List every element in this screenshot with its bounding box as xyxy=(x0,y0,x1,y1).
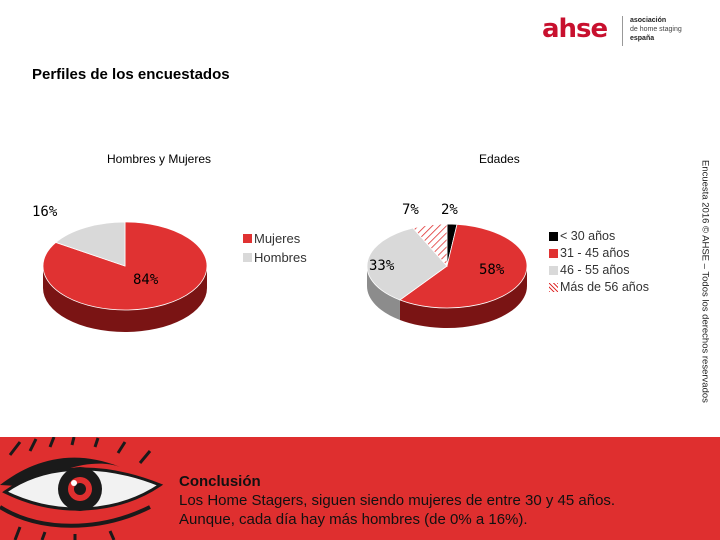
legend-item-46-55: 46 - 55 años xyxy=(549,263,630,277)
pie-charts xyxy=(42,221,528,332)
legend-item-mujeres: Mujeres xyxy=(243,231,300,246)
pie-slice-side-mujeres xyxy=(43,266,207,332)
ahse-logo: ahse asociación de home staging españa xyxy=(530,12,720,52)
pie2-label-56plus: 7% xyxy=(402,202,419,218)
legend-label: Mujeres xyxy=(254,231,301,246)
page-title: Perfiles de los encuestados xyxy=(32,66,230,83)
logo-line-3: españa xyxy=(630,35,655,42)
eye-illustration xyxy=(0,437,164,540)
conclusion-text: Conclusión Los Home Stagers, siguen sien… xyxy=(179,472,615,529)
legend-item-hombres: Hombres xyxy=(243,250,307,265)
pie2-label-31-45: 58% xyxy=(479,262,505,278)
copyright-vertical: Encuesta 2016 © AHSE – Todos los derecho… xyxy=(697,160,713,420)
logo-line-1: asociación xyxy=(630,17,667,24)
chart-title-ages: Edades xyxy=(479,152,520,166)
legend-label: < 30 años xyxy=(560,229,616,243)
legend-swatch xyxy=(549,282,558,292)
pie-slice-56plus xyxy=(412,223,448,268)
legend-label: Más de 56 años xyxy=(560,280,649,294)
pie-slice-31-45 xyxy=(399,223,528,309)
pie-slice-side-31-45 xyxy=(399,266,527,328)
logo-line-2: de home staging xyxy=(630,26,682,33)
pie-slice-hombres xyxy=(54,221,126,267)
conclusion-line-2: Aunque, cada día hay más hombres (de 0% … xyxy=(179,511,528,528)
pie1-label-mujeres: 84% xyxy=(133,272,159,288)
legend-swatch xyxy=(549,265,558,275)
legend-swatch xyxy=(549,248,558,258)
pie2-label-under30: 2% xyxy=(441,202,458,218)
legend-label: 31 - 45 años xyxy=(560,246,630,260)
pie-slice-46-55 xyxy=(366,227,448,301)
chart-title-gender: Hombres y Mujeres xyxy=(107,152,212,166)
legend-label: Hombres xyxy=(254,250,307,265)
conclusion-heading: Conclusión xyxy=(179,473,261,490)
logo-mark: ahse xyxy=(542,14,608,44)
legend-label: 46 - 55 años xyxy=(560,263,630,277)
legend-swatch xyxy=(549,231,558,241)
pie1-label-hombres: 16% xyxy=(32,204,58,220)
conclusion-line-1: Los Home Stagers, siguen siendo mujeres … xyxy=(179,492,616,509)
legend-item-56plus: Más de 56 años xyxy=(549,280,649,294)
legend-swatch xyxy=(243,234,252,243)
copyright-text: Encuesta 2016 © AHSE – Todos los derecho… xyxy=(699,160,711,403)
legend-item-under30: < 30 años xyxy=(549,229,615,243)
pie-slice-mujeres xyxy=(42,221,208,311)
pie2-label-46-55: 33% xyxy=(369,258,395,274)
logo-separator xyxy=(622,16,623,46)
legend-swatch xyxy=(243,253,252,262)
legend-item-31-45: 31 - 45 años xyxy=(549,246,630,260)
pie-slice-side-46-55 xyxy=(367,266,400,320)
